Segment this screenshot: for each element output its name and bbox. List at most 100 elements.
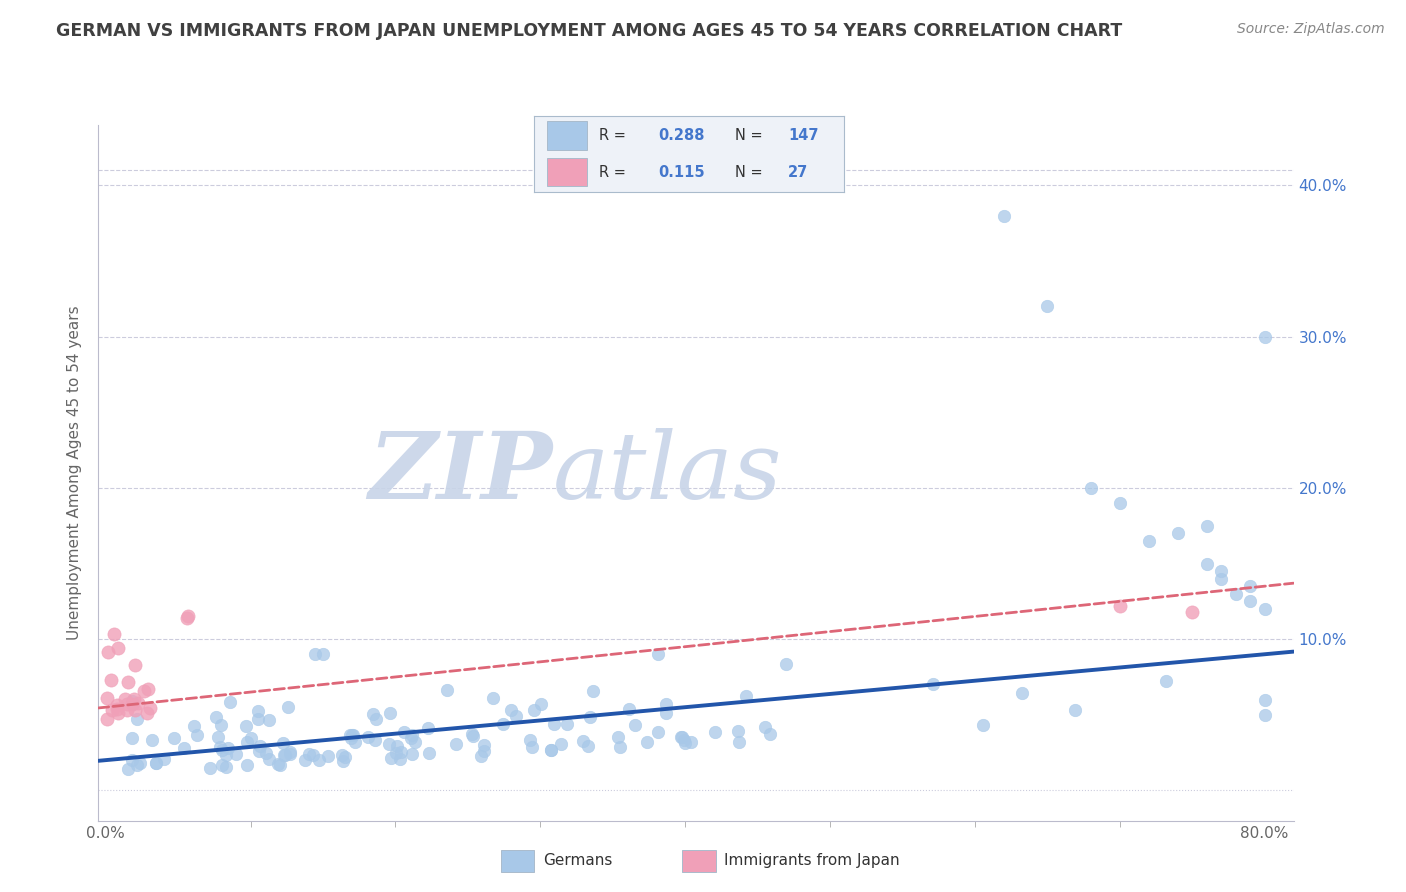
Point [472, 738, 495, 752]
Point [1209, 572, 1232, 586]
Point [115, 698, 138, 712]
Point [97, 645, 120, 659]
Point [339, 728, 361, 742]
Point [401, 728, 423, 742]
Point [330, 747, 353, 762]
Point [543, 716, 565, 731]
Point [343, 735, 366, 749]
Point [555, 717, 578, 731]
Point [254, 747, 277, 761]
Point [606, 730, 628, 744]
Point [399, 731, 422, 745]
Point [619, 702, 641, 716]
Point [1253, 329, 1275, 343]
Point [1137, 533, 1160, 548]
Point [1195, 518, 1218, 533]
Point [416, 721, 439, 735]
Point [218, 695, 240, 709]
Point [257, 713, 280, 727]
Point [273, 748, 295, 763]
Point [121, 753, 143, 767]
Point [624, 718, 647, 732]
Point [225, 747, 247, 761]
Point [141, 733, 163, 747]
Text: R =: R = [599, 164, 631, 179]
Point [993, 209, 1015, 223]
Y-axis label: Unemployment Among Ages 45 to 54 years: Unemployment Among Ages 45 to 54 years [67, 305, 83, 640]
Point [127, 696, 149, 710]
Point [208, 739, 231, 754]
Point [316, 749, 339, 764]
Point [342, 728, 364, 742]
Point [519, 733, 541, 747]
Point [139, 701, 162, 715]
Text: N =: N = [735, 164, 768, 179]
Point [655, 697, 678, 711]
Point [103, 627, 125, 641]
Point [530, 697, 553, 711]
Point [679, 735, 702, 749]
Point [520, 739, 543, 754]
Point [636, 735, 658, 749]
Point [391, 745, 413, 759]
Point [101, 703, 124, 717]
Point [217, 740, 239, 755]
Text: N =: N = [735, 128, 768, 144]
Point [1239, 579, 1261, 593]
Point [1253, 692, 1275, 706]
Point [582, 683, 605, 698]
Point [246, 704, 269, 718]
Point [394, 725, 416, 739]
Point [114, 692, 136, 706]
Point [1036, 299, 1059, 313]
Point [96, 691, 118, 706]
Point [138, 681, 160, 696]
Point [177, 609, 200, 624]
Point [647, 725, 669, 739]
Point [294, 753, 316, 767]
Point [727, 723, 749, 738]
Point [247, 744, 270, 758]
Bar [547, 121, 586, 150]
Point [1253, 602, 1275, 616]
Point [523, 703, 546, 717]
Bar [501, 849, 534, 872]
Text: R =: R = [599, 128, 631, 144]
Text: atlas: atlas [553, 428, 782, 517]
Point [124, 703, 146, 717]
Point [162, 731, 184, 746]
Text: 27: 27 [787, 164, 808, 179]
Point [1225, 587, 1247, 601]
Point [121, 698, 143, 712]
Point [214, 760, 236, 774]
Point [728, 735, 751, 749]
Point [298, 747, 321, 761]
Point [669, 730, 692, 744]
Text: Source: ZipAtlas.com: Source: ZipAtlas.com [1237, 22, 1385, 37]
Text: ZIP: ZIP [368, 428, 553, 517]
Point [436, 683, 458, 698]
Text: 0.115: 0.115 [658, 164, 704, 179]
Point [385, 746, 408, 760]
Point [127, 712, 149, 726]
Point [647, 647, 669, 661]
Point [482, 690, 505, 705]
Point [1253, 707, 1275, 722]
Point [1167, 526, 1189, 541]
Point [121, 697, 143, 711]
Point [207, 730, 229, 744]
Point [380, 706, 402, 720]
Text: Immigrants from Japan: Immigrants from Japan [724, 854, 900, 868]
Point [274, 748, 297, 763]
Point [122, 692, 145, 706]
Point [361, 707, 384, 722]
Point [145, 756, 167, 770]
Point [128, 756, 150, 770]
Point [1011, 686, 1033, 700]
Point [96, 712, 118, 726]
Point [389, 752, 412, 766]
Bar [682, 849, 716, 872]
Text: Germans: Germans [543, 854, 612, 868]
Point [444, 737, 467, 751]
Point [183, 719, 205, 733]
